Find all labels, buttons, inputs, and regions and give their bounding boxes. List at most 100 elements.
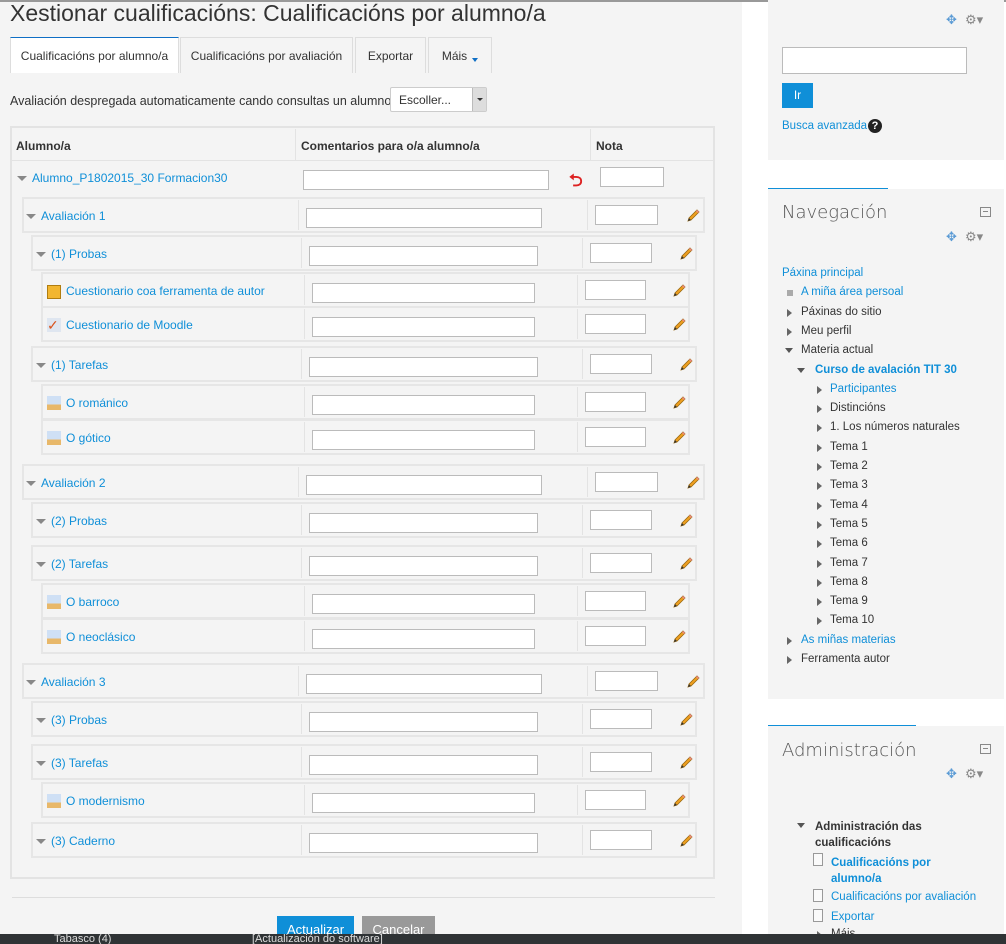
student-comment-input[interactable] bbox=[303, 170, 549, 190]
edit-pencil-icon[interactable] bbox=[678, 755, 694, 771]
comment-input[interactable] bbox=[312, 283, 535, 303]
grade-item-link[interactable]: Cuestionario de Moodle bbox=[66, 318, 193, 332]
comment-input[interactable] bbox=[309, 755, 538, 775]
grade-item-link[interactable]: O neoclásico bbox=[66, 630, 136, 644]
expand-triangle-icon[interactable] bbox=[817, 424, 822, 433]
nav-item[interactable]: Meu perfil bbox=[801, 324, 852, 337]
edit-pencil-icon[interactable] bbox=[678, 556, 694, 572]
comment-input[interactable] bbox=[312, 793, 535, 813]
gear-icon[interactable]: ⚙▾ bbox=[965, 766, 984, 781]
expand-triangle-icon[interactable] bbox=[787, 327, 792, 336]
expand-triangle-icon[interactable] bbox=[787, 636, 792, 645]
grade-item-link[interactable]: Avaliación 3 bbox=[41, 675, 106, 689]
collapse-triangle-icon[interactable] bbox=[36, 519, 46, 524]
tab-grades-by-assessment[interactable]: Cualificacións por avaliación bbox=[180, 37, 353, 73]
nav-item[interactable]: Tema 1 bbox=[830, 440, 868, 453]
grade-input[interactable] bbox=[590, 510, 652, 530]
gear-icon[interactable]: ⚙▾ bbox=[965, 12, 984, 27]
expand-triangle-icon[interactable] bbox=[817, 598, 822, 607]
nav-item[interactable]: Materia actual bbox=[801, 344, 874, 357]
grades-admin-section[interactable]: Administración das cualificacións bbox=[815, 821, 922, 849]
grade-item-link[interactable]: (3) Probas bbox=[51, 713, 108, 727]
auto-expand-select[interactable]: Escoller... bbox=[390, 87, 487, 112]
comment-input[interactable] bbox=[309, 712, 538, 732]
admin-item-grades-by-assessment[interactable]: Cualificacións por avaliación bbox=[831, 891, 977, 903]
nav-item[interactable]: Tema 8 bbox=[830, 575, 868, 588]
student-link[interactable]: Alumno_P1802015_30 Formacion30 bbox=[32, 171, 228, 185]
collapse-triangle-icon[interactable] bbox=[36, 252, 46, 257]
grade-input[interactable] bbox=[585, 280, 646, 300]
collapse-triangle-icon[interactable] bbox=[36, 839, 46, 844]
expand-triangle-icon[interactable] bbox=[817, 443, 822, 452]
comment-input[interactable] bbox=[312, 594, 535, 614]
nav-item[interactable]: Distincións bbox=[830, 402, 886, 415]
comment-input[interactable] bbox=[309, 513, 538, 533]
edit-pencil-icon[interactable] bbox=[685, 674, 701, 690]
comment-input[interactable] bbox=[312, 629, 535, 649]
comment-input[interactable] bbox=[309, 833, 538, 853]
comment-input[interactable] bbox=[312, 317, 535, 337]
grade-input[interactable] bbox=[585, 314, 646, 334]
search-input[interactable] bbox=[782, 47, 967, 74]
grade-input[interactable] bbox=[590, 243, 652, 263]
search-go-button[interactable]: Ir bbox=[782, 83, 813, 108]
collapse-triangle-icon[interactable] bbox=[36, 718, 46, 723]
comment-input[interactable] bbox=[309, 556, 538, 576]
expand-triangle-icon[interactable] bbox=[817, 463, 822, 471]
grade-item-link[interactable]: (3) Caderno bbox=[51, 834, 116, 848]
grade-item-link[interactable]: (3) Tarefas bbox=[51, 756, 109, 770]
nav-item[interactable]: Tema 2 bbox=[830, 460, 868, 472]
collapse-triangle-icon[interactable] bbox=[26, 481, 36, 486]
gear-icon[interactable]: ⚙▾ bbox=[965, 229, 984, 244]
minimize-icon[interactable] bbox=[980, 744, 991, 754]
tab-export[interactable]: Exportar bbox=[355, 37, 426, 73]
reset-icon[interactable]: ⮌ bbox=[569, 171, 583, 190]
nav-item[interactable]: Tema 3 bbox=[830, 479, 868, 492]
edit-pencil-icon[interactable] bbox=[678, 712, 694, 728]
grade-item-link[interactable]: (1) Tarefas bbox=[51, 358, 109, 372]
nav-item[interactable]: Páxina principal bbox=[782, 267, 864, 279]
edit-pencil-icon[interactable] bbox=[678, 246, 694, 262]
edit-pencil-icon[interactable] bbox=[671, 283, 687, 299]
edit-pencil-icon[interactable] bbox=[685, 208, 701, 224]
nav-item[interactable]: Tema 10 bbox=[830, 614, 875, 627]
grade-item-link[interactable]: O barroco bbox=[66, 595, 120, 609]
grade-input[interactable] bbox=[595, 671, 658, 691]
admin-item-grades-by-student[interactable]: Cualificacións por alumno/a bbox=[831, 857, 931, 885]
edit-pencil-icon[interactable] bbox=[671, 317, 687, 333]
comment-input[interactable] bbox=[309, 246, 538, 266]
help-icon[interactable]: ? bbox=[868, 119, 882, 133]
collapse-triangle-icon[interactable] bbox=[26, 680, 36, 685]
grade-input[interactable] bbox=[595, 472, 658, 492]
comment-input[interactable] bbox=[306, 208, 542, 228]
edit-pencil-icon[interactable] bbox=[671, 793, 687, 809]
expand-triangle-icon[interactable] bbox=[817, 559, 822, 568]
edit-pencil-icon[interactable] bbox=[671, 430, 687, 446]
grade-item-link[interactable]: O gótico bbox=[66, 431, 111, 445]
move-icon[interactable]: ✥ bbox=[946, 229, 957, 244]
nav-item[interactable]: Tema 9 bbox=[830, 595, 868, 608]
collapse-triangle-icon[interactable] bbox=[17, 176, 27, 181]
nav-item[interactable]: Ferramenta autor bbox=[801, 653, 890, 665]
expand-triangle-icon[interactable] bbox=[787, 308, 792, 317]
nav-item[interactable]: Páxinas do sitio bbox=[801, 305, 882, 318]
expand-triangle-icon[interactable] bbox=[817, 501, 822, 510]
grade-input[interactable] bbox=[585, 790, 646, 810]
collapse-triangle-icon[interactable] bbox=[26, 214, 36, 219]
grade-item-link[interactable]: (2) Tarefas bbox=[51, 557, 109, 571]
taskbar-item[interactable]: Tabasco (4) bbox=[54, 934, 112, 944]
nav-item[interactable]: Tema 5 bbox=[830, 517, 868, 530]
nav-item[interactable]: Tema 6 bbox=[830, 537, 868, 550]
grade-item-link[interactable]: (2) Probas bbox=[51, 514, 108, 528]
grade-input[interactable] bbox=[590, 709, 652, 729]
move-icon[interactable]: ✥ bbox=[946, 766, 957, 781]
comment-input[interactable] bbox=[306, 674, 542, 694]
collapse-triangle-icon[interactable] bbox=[36, 363, 46, 368]
nav-item[interactable]: Tema 4 bbox=[830, 498, 868, 511]
taskbar-item[interactable]: [Actualización do software] bbox=[252, 934, 383, 944]
expand-triangle-icon[interactable] bbox=[787, 656, 792, 664]
nav-item[interactable]: Tema 7 bbox=[830, 556, 868, 569]
grade-item-link[interactable]: Avaliación 1 bbox=[41, 209, 106, 223]
admin-item-export[interactable]: Exportar bbox=[831, 911, 875, 923]
grade-input[interactable] bbox=[590, 354, 652, 374]
